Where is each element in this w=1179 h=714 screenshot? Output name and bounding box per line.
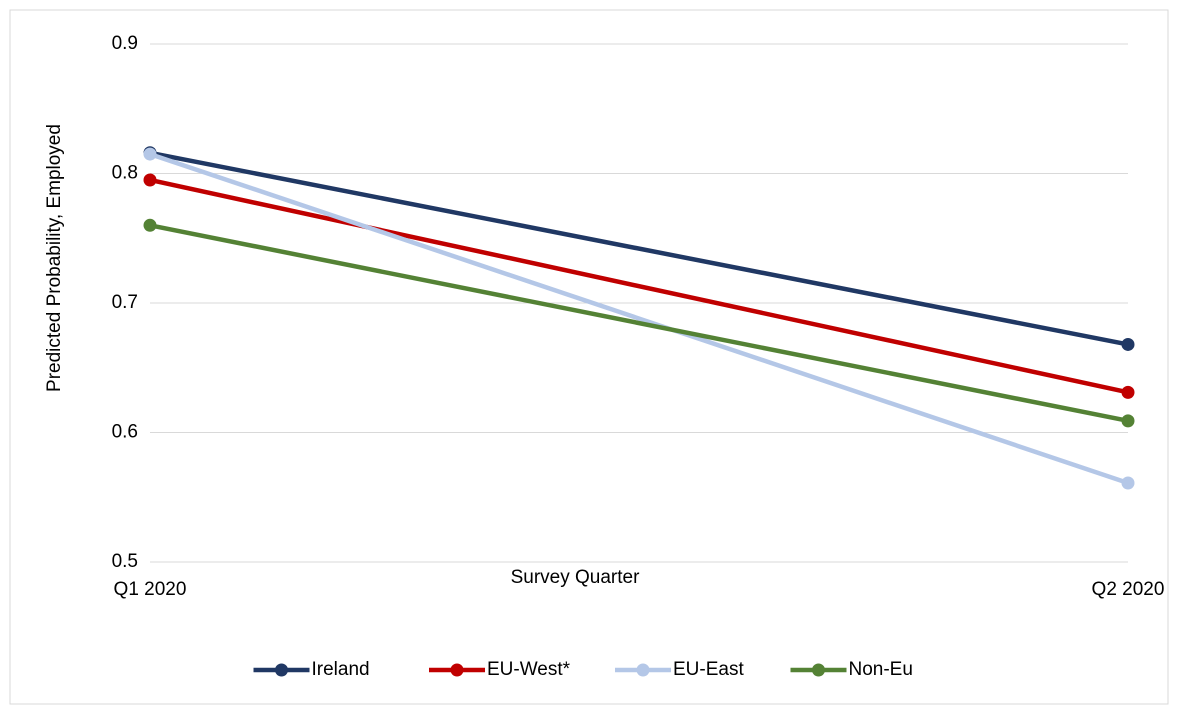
legend-label: Non-Eu [849,659,913,680]
y-tick-label: 0.5 [112,551,138,572]
series-line [149,177,1129,395]
legend-label: Ireland [312,659,370,680]
series-line [149,150,1129,347]
series-line [149,151,1129,486]
data-point [1121,414,1135,428]
series-line [149,223,1129,424]
data-point [143,218,157,232]
y-tick-label: 0.6 [112,422,138,443]
y-tick-label: 0.9 [112,33,138,54]
x-axis-title: Survey Quarter [511,567,640,588]
data-point [1121,476,1135,490]
x-tick-label: Q2 2020 [1092,579,1165,600]
legend-marker [275,663,288,677]
y-axis-title: Predicted Probability, Employed [44,124,65,392]
data-point [1121,385,1135,399]
legend-label: EU-East [673,659,744,680]
data-point [1121,337,1135,351]
y-tick-label: 0.7 [112,292,138,313]
legend-marker [450,663,464,677]
y-tick-label: 0.8 [112,163,138,184]
data-point [143,173,157,187]
legend-label: EU-West* [487,659,571,680]
data-point [143,147,157,161]
x-tick-label: Q1 2020 [114,579,187,600]
legend-marker [812,663,825,677]
legend-marker [636,663,650,677]
